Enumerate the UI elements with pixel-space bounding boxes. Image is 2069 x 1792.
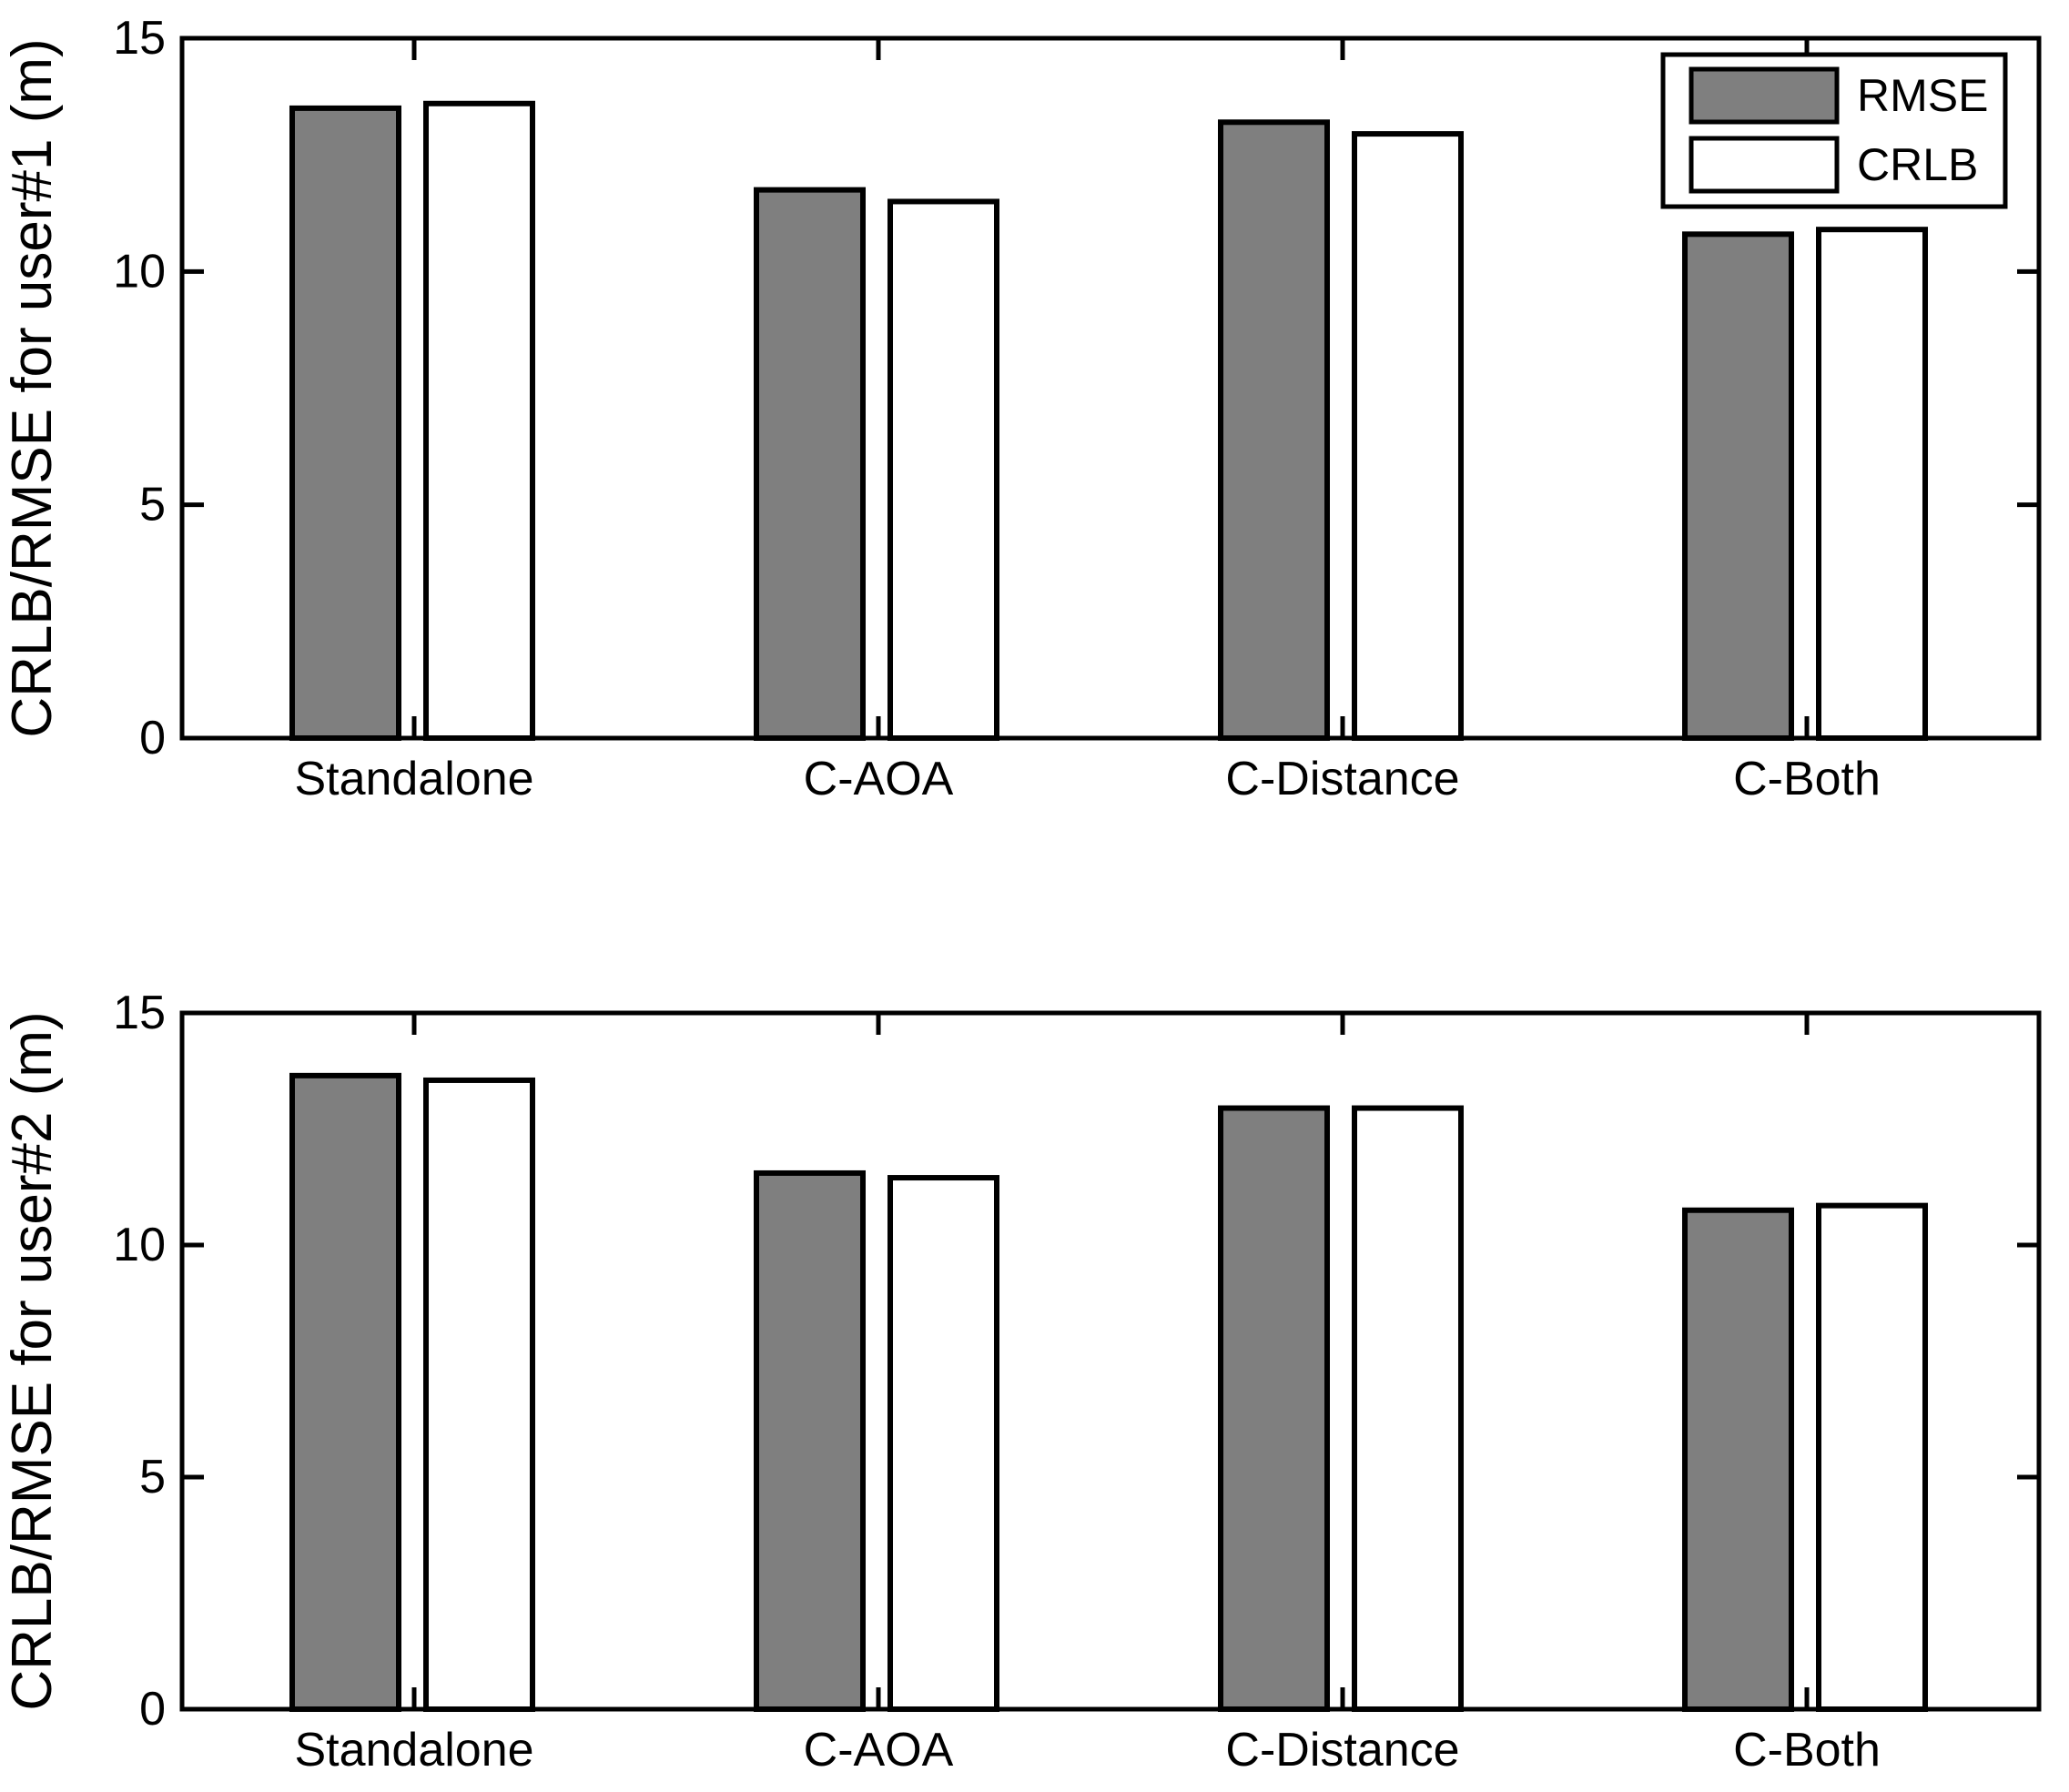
- y-tick-label: 10: [113, 245, 166, 298]
- x-category-label-standalone: Standalone: [294, 1724, 533, 1777]
- y-tick-label: 5: [139, 479, 166, 532]
- bar-crlb-standalone: [423, 100, 535, 742]
- bar-rmse-c-both: [1682, 231, 1794, 741]
- chart-user1: 0 5 10 15 Standalone C-AOA C-Distance C-Both CRL…: [1, 12, 2042, 805]
- y-axis-label-user1: CRLB/RMSE for user#1 (m): [1, 38, 64, 737]
- y-tick-label: 0: [139, 712, 166, 764]
- bar-rmse-c-distance: [1218, 119, 1330, 741]
- bar-rmse-c-both: [1682, 1207, 1794, 1712]
- x-category-label-c-both: C-Both: [1733, 753, 1881, 805]
- y-tick-label: 10: [113, 1219, 166, 1271]
- y-tick-label: 15: [113, 12, 166, 65]
- bar-crlb-c-distance: [1352, 1105, 1464, 1713]
- legend-swatch-crlb: [1689, 136, 1840, 194]
- bar-rmse-c-aoa: [754, 1169, 866, 1712]
- bar-rmse-c-distance: [1218, 1105, 1330, 1713]
- legend-label-crlb: CRLB: [1857, 139, 1978, 190]
- legend-swatch-rmse: [1689, 66, 1840, 125]
- bar-crlb-c-both: [1816, 227, 1928, 741]
- bar-rmse-standalone: [289, 1072, 401, 1712]
- legend-label-rmse: RMSE: [1857, 70, 1988, 121]
- y-axis-label-user2: CRLB/RMSE for user#2 (m): [1, 1011, 64, 1710]
- x-category-label-c-aoa: C-AOA: [804, 1724, 954, 1777]
- y-tick-label: 15: [113, 987, 166, 1039]
- bar-crlb-c-both: [1816, 1202, 1928, 1712]
- x-category-label-c-distance: C-Distance: [1225, 753, 1459, 805]
- plot-box-user1: [179, 35, 2042, 741]
- y-tick-label: 0: [139, 1683, 166, 1736]
- x-category-label-c-aoa: C-AOA: [804, 753, 954, 805]
- bar-crlb-c-aoa: [887, 1175, 999, 1713]
- x-category-label-c-distance: C-Distance: [1225, 1724, 1459, 1777]
- chart-user2: 0 5 10 15 Standalone C-AOA C-Distance C-Both CRL…: [1, 987, 2042, 1777]
- bar-rmse-standalone: [289, 105, 401, 741]
- bar-crlb-c-distance: [1352, 131, 1464, 741]
- plot-box-user2: [179, 1010, 2042, 1712]
- legend: RMSE CRLB: [1660, 52, 2008, 209]
- bar-crlb-standalone: [423, 1077, 535, 1712]
- bar-rmse-c-aoa: [754, 187, 866, 742]
- x-category-label-c-both: C-Both: [1733, 1724, 1881, 1777]
- bar-crlb-c-aoa: [887, 198, 999, 741]
- y-tick-label: 5: [139, 1451, 166, 1503]
- x-category-label-standalone: Standalone: [294, 753, 533, 805]
